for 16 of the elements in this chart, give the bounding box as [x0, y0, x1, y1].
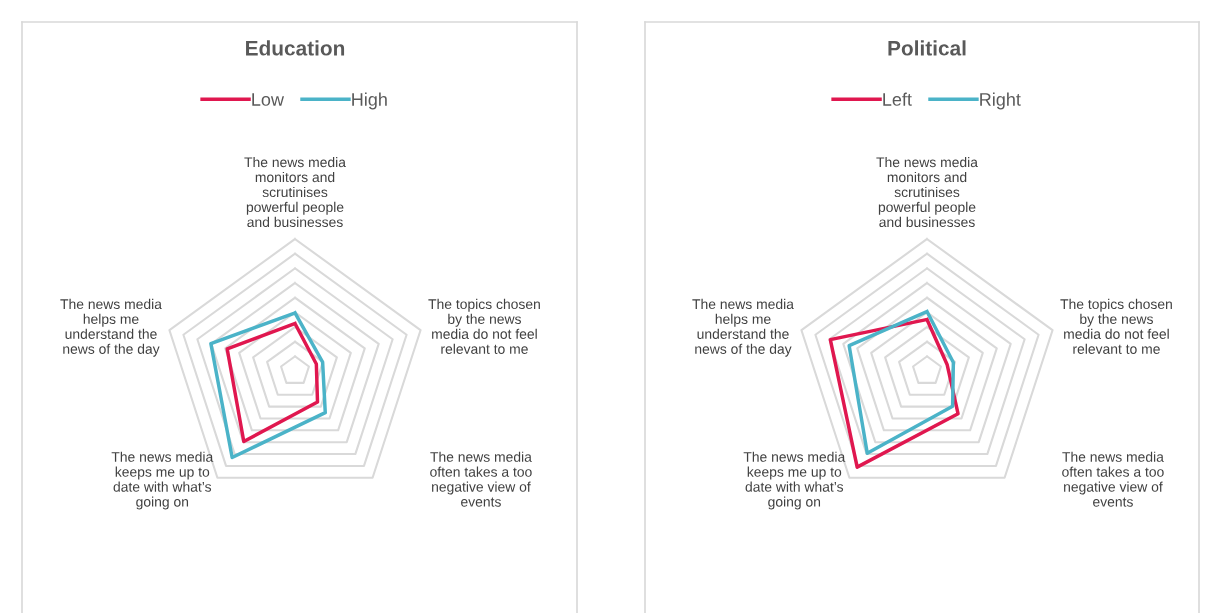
spoke-label: The news media keeps me up to date with what’s going on [743, 451, 846, 510]
spoke-label: The news media keeps me up to date with what’s going on [111, 451, 214, 510]
legend-label: Right [980, 92, 1021, 110]
spoke-label: The topics chosen by the news media do not feel relevant to me [1060, 298, 1172, 354]
spoke-label: The news media monitors and scrutinises powerful people and businesses [876, 156, 978, 228]
spoke-label: The news media often takes a too negative view of events [430, 451, 532, 507]
spoke-label: The news media often takes a too negative view of events [1062, 451, 1164, 507]
chart-title: Education [246, 40, 345, 56]
legend-label: Low [252, 93, 285, 106]
spoke-label: The news media helps me understand the news of the day [60, 298, 162, 357]
spoke-label: The news media monitors and scrutinises powerful people and businesses [244, 156, 346, 228]
legend-label: Left [883, 92, 912, 106]
spoke-label: The topics chosen by the news media do not feel relevant to me [428, 298, 540, 354]
spoke-label: The news media helps me understand the news of the day [692, 298, 794, 357]
legend-label: High [352, 92, 387, 110]
chart-title: Political [888, 40, 966, 56]
